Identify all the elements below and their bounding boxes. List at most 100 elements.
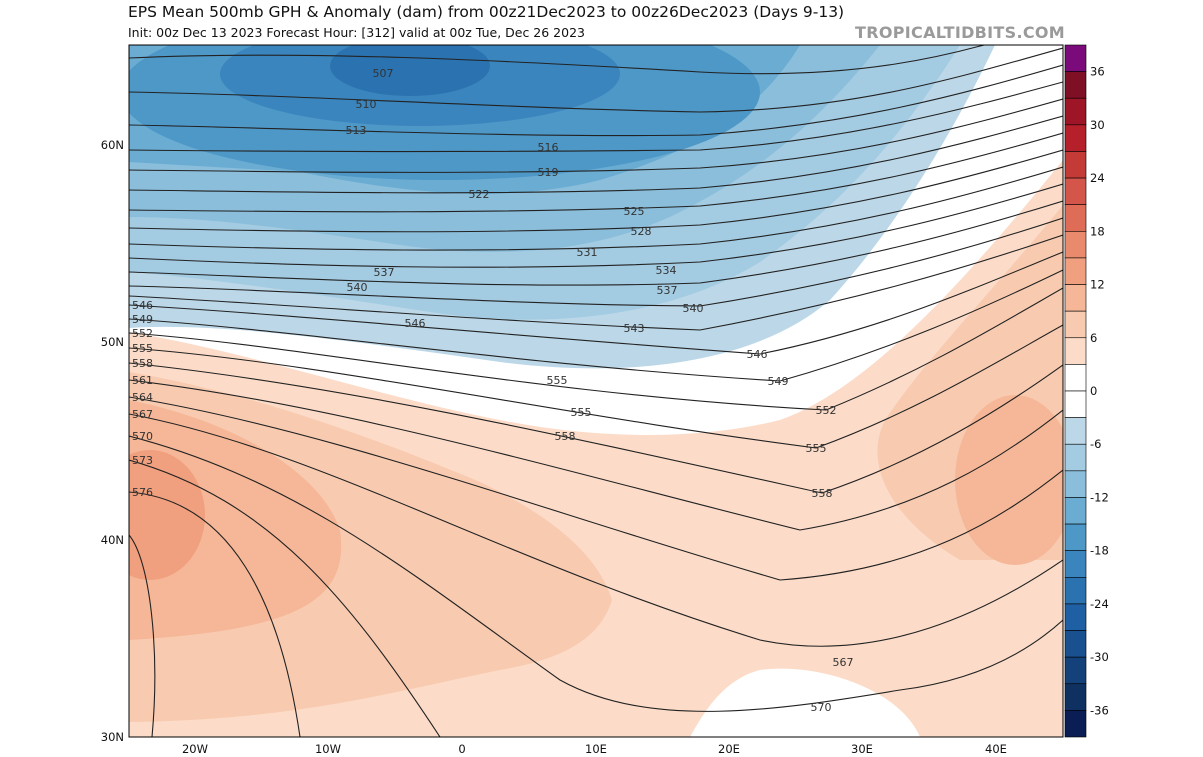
colorbar-label: -6 <box>1090 437 1101 451</box>
contour-label: 537 <box>657 284 678 297</box>
contour-label: 555 <box>571 406 592 419</box>
contour-558 <box>129 362 1063 494</box>
colorbar-swatch <box>1064 177 1087 205</box>
colorbar-swatch <box>1064 44 1087 72</box>
contour-543 <box>129 234 1063 331</box>
contour-label: 513 <box>346 124 367 137</box>
colorbar-swatch <box>1064 683 1087 711</box>
contour-label: 558 <box>812 487 833 500</box>
colorbar-swatch <box>1064 97 1087 126</box>
contour-576 <box>129 491 301 737</box>
contour-label: 525 <box>624 205 645 218</box>
contour-label: 549 <box>768 375 789 388</box>
contour-label: 564 <box>132 391 153 404</box>
contour-label: 555 <box>132 342 153 355</box>
contour-507 <box>129 45 986 75</box>
colorbar-label: 24 <box>1090 171 1105 185</box>
colorbar-label: 6 <box>1090 331 1097 345</box>
map-axes: 60N 50N 40N 30N 20W 10W 0 10E 20E 30E 40… <box>101 138 1007 756</box>
colorbar: 36 30 24 18 12 6 0 -6 -12 -18 -24 -30 -36 <box>1064 44 1109 738</box>
lat-label: 30N <box>101 730 124 744</box>
lon-label: 0 <box>458 742 465 756</box>
colorbar-swatch <box>1064 550 1087 578</box>
contour-510 <box>129 47 1063 113</box>
anomaly-band-neg21 <box>330 45 490 96</box>
contour-564 <box>129 396 1063 581</box>
contour-label: 558 <box>132 357 153 370</box>
lat-label: 50N <box>101 335 124 349</box>
contour-567 <box>129 413 1063 647</box>
contour-549 <box>129 269 1063 382</box>
contour-label: 561 <box>132 374 153 387</box>
contour-561 <box>129 379 1063 531</box>
contour-label: 570 <box>132 430 153 443</box>
contour-552 <box>129 287 1063 411</box>
contour-labels: 5465495525555585615645675705735765075105… <box>132 67 854 714</box>
colorbar-swatch <box>1064 443 1087 472</box>
colorbar-swatch <box>1064 523 1087 551</box>
contour-label: 576 <box>132 486 153 499</box>
colorbar-label: 30 <box>1090 118 1105 132</box>
contour-label: 540 <box>683 302 704 315</box>
contour-label: 552 <box>132 327 153 340</box>
colorbar-swatch <box>1064 577 1087 605</box>
colorbar-swatch <box>1064 231 1087 259</box>
contour-label: 573 <box>132 454 153 467</box>
lat-label: 60N <box>101 138 124 152</box>
contour-522 <box>129 115 1063 194</box>
colorbar-label: 18 <box>1090 224 1105 238</box>
contour-label: 555 <box>806 442 827 455</box>
colorbar-swatch <box>1064 364 1087 392</box>
contour-label: 558 <box>555 430 576 443</box>
contour-label: 549 <box>132 313 153 326</box>
colorbar-swatch <box>1064 151 1087 179</box>
colorbar-swatch <box>1064 337 1087 365</box>
contour-label: 537 <box>374 266 395 279</box>
contour-label: 507 <box>373 67 394 80</box>
lon-label: 40E <box>985 742 1007 756</box>
contour-531 <box>129 166 1063 251</box>
lon-label: 20W <box>182 742 208 756</box>
map-frame <box>128 44 1064 738</box>
contour-555 <box>129 324 1063 449</box>
contour-516 <box>129 81 1063 153</box>
contour-570 <box>129 435 1063 712</box>
contour-label: 540 <box>347 281 368 294</box>
contour-label: 567 <box>132 408 153 421</box>
colorbar-swatch <box>1064 71 1087 99</box>
contour-573 <box>129 459 441 737</box>
contour-label: 531 <box>577 246 598 259</box>
lon-label: 10W <box>315 742 341 756</box>
map-title: EPS Mean 500mb GPH & Anomaly (dam) from … <box>128 3 845 21</box>
contour-label: 555 <box>547 374 568 387</box>
contour-label: 519 <box>538 166 559 179</box>
contour-label: 567 <box>833 656 854 669</box>
contour-label: 570 <box>811 701 832 714</box>
colorbar-label: 0 <box>1090 384 1097 398</box>
colorbar-swatch <box>1064 124 1087 152</box>
contour-label: 528 <box>631 225 652 238</box>
colorbar-label: -24 <box>1090 597 1109 611</box>
contour-label: 534 <box>656 264 677 277</box>
colorbar-swatch <box>1064 710 1087 738</box>
colorbar-swatch <box>1064 417 1087 445</box>
anomaly-shading: 5465495525555585615645675705735765075105… <box>129 45 1063 737</box>
contour-label: 516 <box>538 141 559 154</box>
contour-525 <box>129 132 1063 213</box>
colorbar-swatch <box>1064 630 1087 658</box>
colorbar-swatch <box>1064 204 1087 232</box>
contour-label: 552 <box>816 404 837 417</box>
colorbar-label: 36 <box>1090 65 1105 79</box>
contour-label: 510 <box>356 98 377 111</box>
contour-537 <box>129 200 1063 286</box>
height-contours <box>129 45 1063 737</box>
colorbar-label: -12 <box>1090 490 1109 504</box>
colorbar-swatch <box>1064 284 1087 312</box>
anomaly-band-pos12 <box>129 450 205 580</box>
colorbar-label: -36 <box>1090 703 1109 717</box>
colorbar-swatch <box>1064 603 1087 631</box>
anomaly-band-pos9 <box>129 400 342 640</box>
lon-label: 10E <box>585 742 607 756</box>
contour-546 <box>129 251 1063 355</box>
